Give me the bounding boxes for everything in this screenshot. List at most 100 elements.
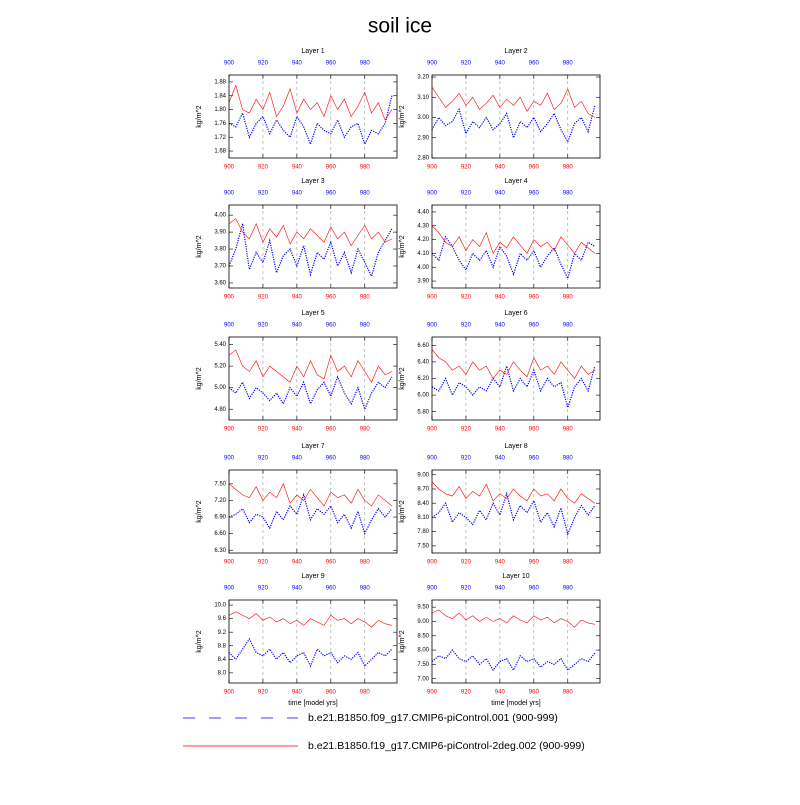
- series-line: [431, 235, 596, 281]
- y-axis-label: kg/m^2: [399, 105, 406, 127]
- y-tick-label: 1.84: [214, 93, 226, 99]
- x-top-tick-label: 960: [529, 61, 540, 67]
- y-tick-label: 7.50: [417, 543, 429, 549]
- x-top-tick-label: 940: [292, 456, 303, 462]
- y-tick-label: 8.00: [417, 648, 429, 654]
- y-tick-label: 3.70: [214, 264, 226, 270]
- x-top-tick-label: 940: [495, 191, 506, 197]
- x-tick-label: 940: [495, 295, 506, 301]
- y-tick-label: 3.90: [417, 279, 429, 285]
- x-axis-label: time [model yrs]: [288, 700, 337, 707]
- panel-title: Layer 2: [504, 48, 527, 55]
- x-tick-label: 940: [495, 690, 506, 696]
- y-tick-label: 3.80: [214, 247, 226, 253]
- y-tick-label: 8.10: [417, 515, 429, 521]
- y-tick-label: 3.90: [214, 230, 226, 236]
- x-tick-label: 960: [326, 165, 337, 171]
- y-tick-label: 7.20: [214, 498, 226, 504]
- panel-title: Layer 5: [301, 310, 324, 317]
- y-tick-label: 6.20: [417, 376, 429, 382]
- x-tick-label: 900: [427, 690, 438, 696]
- y-tick-label: 6.40: [417, 359, 429, 365]
- y-axis-label: kg/m^2: [196, 235, 203, 257]
- series-line: [228, 492, 393, 536]
- y-tick-label: 7.80: [417, 529, 429, 535]
- x-top-tick-label: 940: [292, 323, 303, 329]
- y-axis-label: kg/m^2: [196, 367, 203, 389]
- x-top-tick-label: 960: [326, 586, 337, 592]
- series-line: [228, 611, 392, 628]
- panel-title: Layer 4: [504, 178, 527, 185]
- x-tick-label: 900: [224, 560, 235, 566]
- x-top-tick-label: 940: [292, 586, 303, 592]
- y-tick-label: 7.00: [417, 676, 429, 682]
- plot-frame: [228, 469, 398, 554]
- x-top-tick-label: 900: [224, 456, 235, 462]
- x-tick-label: 960: [326, 560, 337, 566]
- x-tick-label: 940: [292, 295, 303, 301]
- x-tick-label: 960: [326, 427, 337, 433]
- y-tick-label: 9.6: [218, 616, 227, 622]
- x-axis-label: time [model yrs]: [491, 700, 540, 707]
- panel-title: Layer 3: [301, 178, 324, 185]
- x-tick-label: 900: [224, 690, 235, 696]
- x-top-tick-label: 900: [427, 191, 438, 197]
- plot-frame: [431, 599, 601, 684]
- y-tick-label: 3.10: [417, 95, 429, 101]
- y-tick-label: 5.40: [214, 342, 226, 348]
- series-line: [431, 649, 596, 672]
- y-tick-label: 5.20: [214, 364, 226, 370]
- y-tick-label: 9.00: [417, 472, 429, 478]
- x-top-tick-label: 960: [529, 323, 540, 329]
- x-tick-label: 980: [360, 427, 371, 433]
- y-tick-label: 4.10: [417, 251, 429, 257]
- x-tick-label: 960: [529, 560, 540, 566]
- x-tick-label: 960: [529, 690, 540, 696]
- series-line: [431, 363, 596, 410]
- x-top-tick-label: 980: [563, 61, 574, 67]
- x-tick-label: 920: [258, 427, 269, 433]
- x-tick-label: 980: [360, 165, 371, 171]
- series-line: [431, 481, 596, 504]
- plot-frame: [431, 336, 601, 421]
- x-tick-label: 980: [360, 295, 371, 301]
- x-tick-label: 900: [427, 560, 438, 566]
- y-tick-label: 7.50: [417, 662, 429, 668]
- x-top-tick-label: 920: [461, 586, 472, 592]
- y-tick-label: 9.2: [218, 630, 227, 636]
- x-top-tick-label: 980: [563, 323, 574, 329]
- panel-title: Layer 7: [301, 443, 324, 450]
- x-top-tick-label: 920: [461, 323, 472, 329]
- y-tick-label: 8.8: [218, 643, 227, 649]
- plot-frame: [228, 204, 398, 289]
- series-line: [228, 483, 393, 507]
- x-tick-label: 960: [529, 427, 540, 433]
- y-tick-label: 1.88: [214, 79, 226, 85]
- y-tick-label: 6.00: [417, 393, 429, 399]
- x-tick-label: 940: [292, 560, 303, 566]
- x-tick-label: 920: [461, 560, 472, 566]
- x-top-tick-label: 940: [495, 61, 506, 67]
- x-tick-label: 960: [529, 295, 540, 301]
- y-tick-label: 4.40: [417, 209, 429, 215]
- y-tick-label: 8.70: [417, 487, 429, 493]
- x-tick-label: 980: [563, 690, 574, 696]
- series-line: [431, 349, 596, 380]
- y-tick-label: 5.80: [417, 409, 429, 415]
- x-top-tick-label: 980: [563, 456, 574, 462]
- y-axis-label: kg/m^2: [196, 500, 203, 522]
- x-tick-label: 980: [360, 690, 371, 696]
- series-line: [228, 375, 393, 411]
- plot-frame: [431, 204, 601, 289]
- x-top-tick-label: 920: [258, 586, 269, 592]
- x-tick-label: 960: [326, 295, 337, 301]
- series-line: [228, 218, 393, 247]
- legend-label: b.e21.B1850.f09_g17.CMIP6-piControl.001 …: [308, 712, 558, 724]
- legend-label: b.e21.B1850.f19_g17.CMIP6-piControl-2deg…: [308, 740, 585, 752]
- x-top-tick-label: 960: [326, 191, 337, 197]
- x-top-tick-label: 900: [427, 61, 438, 67]
- series-line: [228, 84, 393, 121]
- x-top-tick-label: 920: [461, 191, 472, 197]
- x-top-tick-label: 900: [224, 323, 235, 329]
